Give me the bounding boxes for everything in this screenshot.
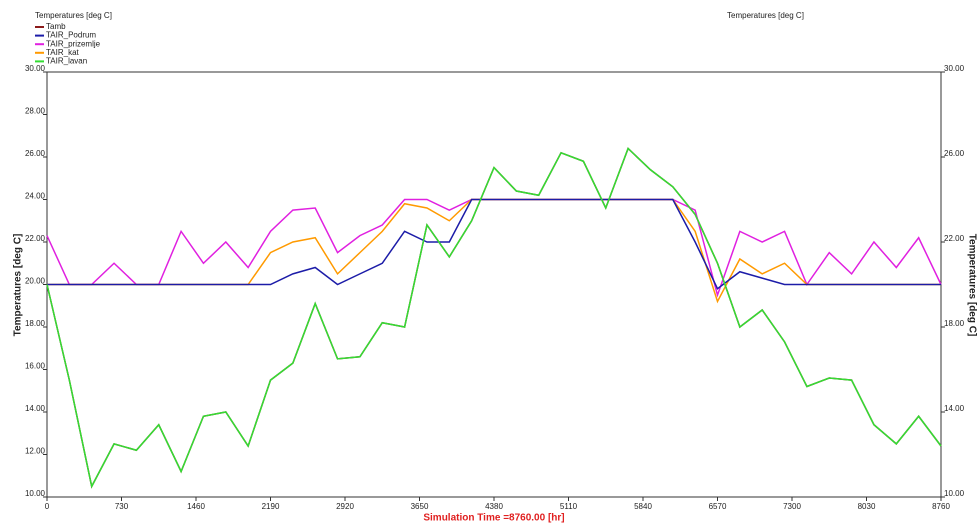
y-tick-label: 26.00: [25, 149, 46, 158]
x-tick-label: 2190: [262, 502, 280, 511]
y-tick-label: 28.00: [25, 107, 46, 116]
x-tick-label: 8760: [932, 502, 950, 511]
legend-label: TAIR_Podrum: [46, 31, 96, 40]
x-tick-label: 5840: [634, 502, 652, 511]
y2-tick-label: 14.00: [944, 404, 965, 413]
chart-title-right: Temperatures [deg C]: [727, 11, 804, 20]
x-tick-label: 1460: [187, 502, 205, 511]
y-tick-label: 16.00: [25, 362, 46, 371]
x-tick-label: 730: [115, 502, 129, 511]
x-axis-label: Simulation Time =8760.00 [hr]: [423, 513, 564, 524]
x-tick-label: 2920: [336, 502, 354, 511]
y-tick-label: 22.00: [25, 234, 46, 243]
x-tick-label: 4380: [485, 502, 503, 511]
y2-tick-label: 22.00: [944, 234, 965, 243]
y2-tick-label: 18.00: [944, 319, 965, 328]
x-tick-label: 8030: [858, 502, 876, 511]
legend-label: TAIR_kat: [46, 48, 80, 57]
y-tick-label: 18.00: [25, 319, 46, 328]
legend-label: TAIR_prizemlje: [46, 39, 101, 48]
x-tick-label: 3650: [411, 502, 429, 511]
series-line: [47, 198, 941, 304]
y-tick-label: 14.00: [25, 404, 46, 413]
y2-tick-label: 26.00: [944, 149, 965, 158]
series-line: [47, 198, 941, 290]
y-tick-label: 30.00: [25, 64, 46, 73]
legend-label: Tamb: [46, 22, 66, 31]
x-tick-label: 6570: [709, 502, 727, 511]
legend-label: TAIR_lavan: [46, 57, 87, 66]
x-tick-label: 7300: [783, 502, 801, 511]
y2-tick-label: 30.00: [944, 64, 965, 73]
y-tick-label: 24.00: [25, 192, 46, 201]
x-tick-label: 0: [45, 502, 50, 511]
y-tick-label: 20.00: [25, 277, 46, 286]
y-axis-label: Temperatures [deg C]: [13, 234, 24, 337]
y-tick-label: 12.00: [25, 447, 46, 456]
y2-tick-label: 10.00: [944, 489, 965, 498]
series-line: [46, 198, 942, 298]
y2-axis-label: Temperatures [deg C]: [966, 234, 977, 337]
series-line: [46, 147, 942, 489]
y-tick-label: 10.00: [25, 489, 46, 498]
chart-title: Temperatures [deg C]: [35, 11, 112, 20]
x-tick-label: 5110: [560, 502, 578, 511]
